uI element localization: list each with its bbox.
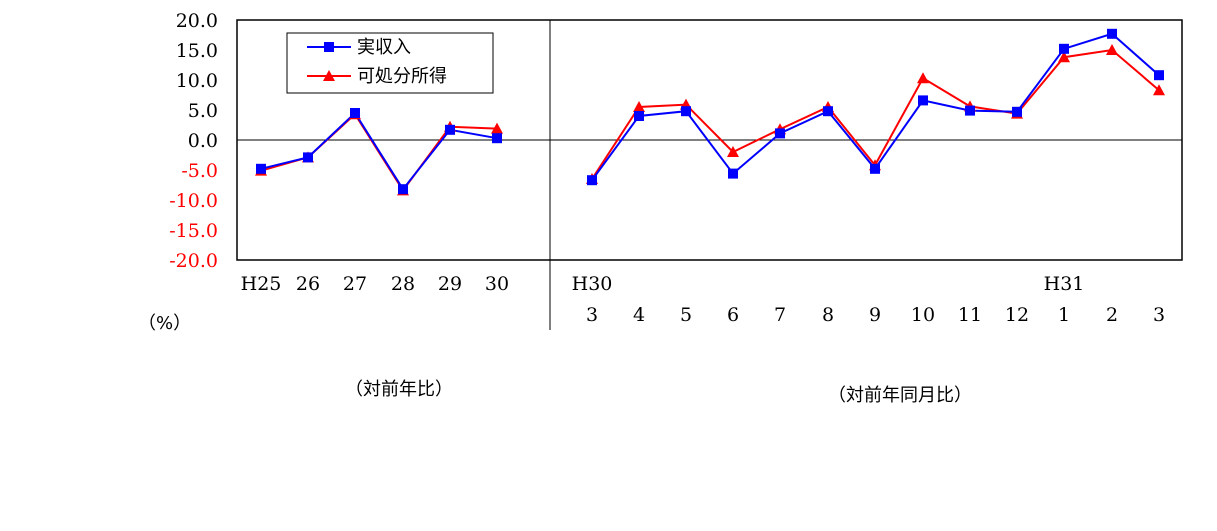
x-tick-label-month: 3 — [586, 304, 598, 326]
x-tick-label: 28 — [391, 273, 415, 295]
x-tick-label-month: 1 — [1058, 304, 1070, 326]
x-tick-label: H25 — [241, 273, 282, 295]
y-tick-label: -20.0 — [169, 250, 218, 272]
y-axis-tick-labels: 20.0 15.0 10.0 5.0 0.0 -5.0 -10.0 -15.0 -20.0 — [169, 10, 218, 272]
legend-label-income: 実収入 — [357, 37, 411, 58]
legend: 実収入 可処分所得 — [286, 32, 494, 94]
data-point-square — [445, 124, 455, 135]
data-point-square — [1107, 28, 1117, 39]
data-point-triangle — [633, 101, 645, 112]
data-point-triangle — [727, 146, 739, 157]
y-tick-label: 10.0 — [176, 70, 218, 92]
data-point-square — [1012, 106, 1022, 117]
data-point-square — [350, 108, 360, 118]
data-point-square — [1154, 70, 1164, 81]
data-point-square — [587, 175, 597, 186]
x-tick-label-month: 4 — [633, 304, 645, 326]
data-point-square — [965, 105, 975, 116]
data-point-triangle — [1153, 84, 1165, 96]
x-tick-label-month: 9 — [869, 304, 881, 326]
data-point-triangle — [1106, 44, 1118, 55]
legend-box — [286, 32, 494, 94]
legend-label-disposable: 可処分所得 — [357, 66, 447, 87]
series-line — [591, 48, 1160, 180]
legend-marker-triangle — [323, 70, 335, 81]
x-tick-label-month: 11 — [958, 304, 982, 326]
y-tick-label: 20.0 — [176, 10, 218, 32]
data-point-square — [634, 111, 644, 121]
data-point-square — [1059, 43, 1069, 54]
x-tick-label: 30 — [485, 273, 509, 295]
data-point-square — [728, 168, 738, 179]
x-tick-label: H31 — [1044, 273, 1085, 295]
x-tick-label-month: 6 — [727, 304, 739, 326]
unit-label: （%） — [138, 313, 191, 334]
series-line — [260, 111, 498, 191]
x-tick-label-month: 3 — [1153, 304, 1165, 326]
caption-left: （対前年比） — [345, 379, 453, 400]
y-tick-label: 15.0 — [176, 40, 218, 62]
x-tick-label-month: 10 — [911, 304, 935, 326]
data-point-square — [398, 184, 408, 195]
y-tick-label: 0.0 — [188, 130, 218, 152]
data-point-triangle — [1058, 51, 1070, 63]
data-point-square — [918, 95, 928, 106]
x-tick-label-month: 2 — [1106, 304, 1118, 326]
x-tick-label-month: 8 — [822, 304, 834, 326]
y-tick-label: -10.0 — [169, 190, 218, 212]
data-point-triangle — [917, 72, 929, 84]
x-tick-label-month: 12 — [1005, 304, 1029, 326]
x-tick-label: 26 — [296, 273, 320, 295]
data-point-square — [492, 133, 502, 144]
y-tick-label: 5.0 — [188, 100, 218, 122]
caption-right: （対前年同月比） — [828, 385, 972, 406]
data-point-square — [681, 106, 691, 117]
legend-marker-square — [324, 42, 334, 52]
data-point-square — [775, 128, 785, 139]
data-point-square — [870, 163, 880, 174]
data-point-triangle — [491, 122, 503, 134]
data-point-square — [823, 106, 833, 117]
y-tick-label: -5.0 — [181, 160, 218, 182]
y-tick-label: -15.0 — [169, 220, 218, 242]
x-tick-label: H30 — [572, 273, 613, 295]
x-tick-label: 29 — [438, 273, 462, 295]
x-tick-label-month: 7 — [774, 304, 786, 326]
data-point-square — [256, 163, 266, 174]
x-tick-label: 27 — [343, 273, 367, 295]
series-layer — [255, 28, 1165, 196]
data-point-square — [303, 152, 313, 163]
x-tick-label-month: 5 — [680, 304, 692, 326]
